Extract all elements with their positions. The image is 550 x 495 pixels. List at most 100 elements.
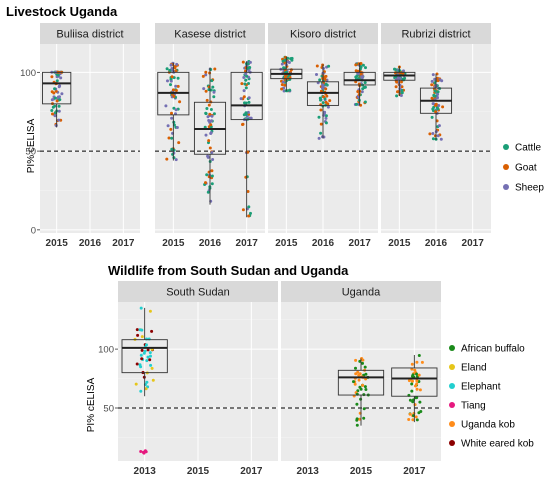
data-point (430, 83, 434, 87)
data-point (440, 79, 444, 83)
data-point (395, 94, 399, 98)
data-point (398, 87, 402, 91)
legend-label: Tiang (461, 401, 486, 412)
data-point (247, 96, 251, 100)
data-point (418, 388, 422, 392)
data-point (211, 158, 215, 161)
data-point (356, 370, 360, 374)
data-point (144, 387, 148, 391)
data-point (176, 84, 180, 88)
data-point (170, 111, 173, 115)
legend-key (449, 440, 455, 446)
data-point (210, 174, 214, 178)
data-point (249, 116, 253, 120)
data-point (136, 333, 140, 337)
data-point (201, 74, 205, 78)
data-point (407, 418, 411, 421)
legend-label: African buffalo (461, 344, 525, 355)
data-point (410, 389, 414, 393)
chart-title-wildlife: Wildlife from South Sudan and Uganda (108, 263, 349, 278)
data-point (408, 398, 412, 402)
data-point (362, 416, 366, 420)
box-2017 (391, 354, 438, 423)
panel-strip (155, 23, 265, 44)
data-point (433, 77, 437, 81)
data-point (355, 102, 358, 106)
x-tick-label: 2015 (275, 238, 298, 249)
data-point (57, 118, 61, 122)
panel-south-sudan: South Sudan 2013 2015 2017 50 100 (98, 281, 278, 477)
data-point (434, 110, 438, 114)
data-point (436, 107, 440, 111)
data-point (172, 120, 176, 124)
data-point (413, 368, 417, 372)
data-point (170, 116, 174, 120)
data-point (436, 134, 440, 138)
data-point (242, 89, 246, 93)
box-2017 (230, 60, 263, 218)
box-body (337, 369, 385, 396)
data-point (355, 417, 359, 421)
data-point (212, 90, 216, 94)
data-point (242, 76, 246, 79)
data-point (169, 63, 173, 67)
data-point (354, 69, 358, 73)
data-point (436, 96, 439, 100)
data-point (244, 101, 248, 105)
data-point (178, 100, 182, 104)
data-point (135, 362, 139, 366)
data-point (211, 85, 215, 89)
data-point (417, 373, 421, 377)
data-point (318, 78, 322, 82)
data-point (363, 385, 367, 389)
data-point (244, 78, 248, 82)
data-point (322, 95, 326, 99)
x-tick-label: 2017 (236, 238, 259, 249)
data-point (408, 412, 412, 416)
data-point (240, 82, 244, 86)
data-point (242, 113, 246, 117)
chart-title-livestock: Livestock Uganda (6, 4, 118, 19)
data-point (140, 357, 144, 361)
data-point (352, 380, 355, 384)
box-body (230, 71, 263, 121)
data-point (166, 79, 169, 83)
data-point (143, 349, 147, 353)
data-point (148, 358, 152, 362)
data-point (59, 76, 63, 80)
box-body (121, 339, 168, 374)
x-tick-label: 2015 (162, 238, 185, 249)
x-tick-label: 2017 (112, 238, 135, 249)
data-point (170, 136, 174, 140)
data-point (169, 127, 173, 131)
legend-key (503, 144, 509, 150)
data-point (395, 80, 399, 84)
data-point (209, 131, 213, 135)
data-point (355, 423, 359, 427)
data-point (206, 190, 210, 194)
data-point (417, 411, 421, 415)
data-point (210, 169, 214, 173)
x-tick-label: 2013 (134, 466, 157, 477)
data-point (431, 102, 435, 106)
y-tick-label: 0 (31, 225, 36, 236)
data-point (241, 122, 245, 126)
data-point (358, 417, 361, 421)
data-point (169, 83, 172, 87)
box-2015 (383, 65, 416, 98)
data-point (354, 366, 357, 370)
panel-strip-label: Kasese district (174, 29, 246, 41)
data-point (434, 102, 438, 106)
data-point (171, 88, 175, 92)
data-point (176, 76, 180, 80)
data-point (414, 415, 418, 419)
box-2015 (270, 55, 303, 93)
data-point (439, 137, 443, 141)
legend-key (503, 164, 509, 170)
data-point (177, 141, 181, 145)
data-point (148, 309, 152, 313)
x-tick-label: 2016 (79, 238, 102, 249)
data-point (148, 351, 152, 355)
data-point (205, 98, 209, 102)
panel-strip (268, 23, 378, 44)
